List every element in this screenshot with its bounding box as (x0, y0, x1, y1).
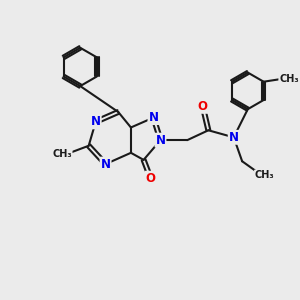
Text: N: N (155, 134, 166, 147)
Text: N: N (100, 158, 111, 171)
Text: CH₃: CH₃ (279, 74, 299, 84)
Text: O: O (146, 172, 156, 185)
Text: CH₃: CH₃ (52, 149, 72, 159)
Text: N: N (229, 131, 239, 144)
Text: N: N (148, 111, 158, 124)
Text: CH₃: CH₃ (255, 170, 274, 180)
Text: O: O (198, 100, 208, 113)
Text: N: N (91, 115, 101, 128)
